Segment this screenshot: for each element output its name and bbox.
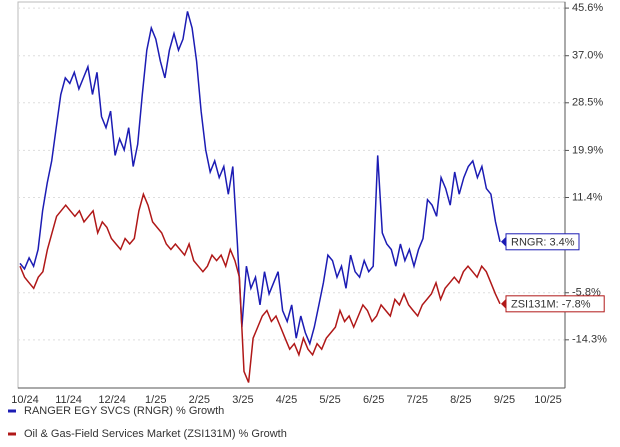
end-label-pointer [501,236,506,247]
end-label: ZSI131M: -7.8% [511,299,591,311]
legend-label: RANGER EGY SVCS (RNGR) % Growth [24,405,224,417]
series-line [19,11,501,347]
y-tick-label: 11.4% [572,191,603,203]
x-tick-label: 2/25 [189,394,210,406]
x-tick-label: 5/25 [319,394,340,406]
end-label-box [505,295,605,313]
x-tick-label: 4/25 [276,394,297,406]
end-label: RNGR: 3.4% [511,237,575,249]
x-tick-label: 6/25 [363,394,384,406]
x-tick-label: 8/25 [450,394,471,406]
end-label-pointer [501,298,506,309]
y-tick-label: 37.0% [572,50,603,62]
y-tick-label: 45.6% [572,2,603,14]
x-tick-label: 12/24 [98,394,126,406]
x-tick-label: 7/25 [407,394,428,406]
x-tick-label: 10/25 [534,394,562,406]
x-tick-label: 3/25 [232,394,253,406]
legend-label: Oil & Gas-Field Services Market (ZSI131M… [24,428,287,440]
y-tick-label: 19.9% [572,144,603,156]
end-label-box [505,233,580,251]
y-tick-label: 28.5% [572,97,603,109]
y-tick-label: -14.3% [572,334,607,346]
x-tick-label: 11/24 [55,394,82,406]
x-tick-label: 1/25 [145,394,166,406]
series-line [19,191,501,383]
plot-frame [17,1,566,389]
x-tick-label: 9/25 [494,394,515,406]
x-tick-label: 10/24 [11,394,39,406]
